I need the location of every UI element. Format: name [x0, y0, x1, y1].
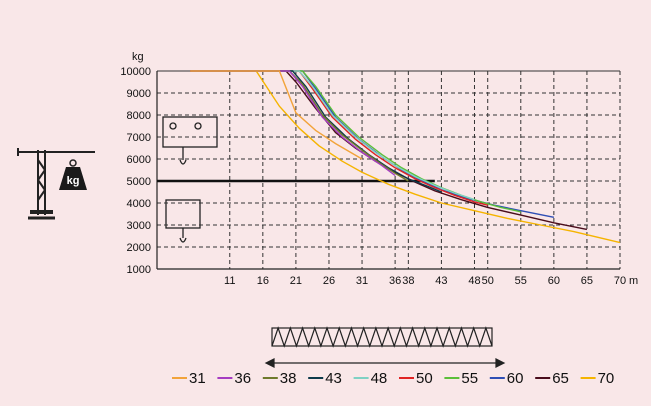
jib-truss-icon [266, 328, 504, 367]
legend-label-38: 38 [280, 370, 297, 387]
x-tick-label: 48 [468, 275, 480, 287]
y-tick-label: 4000 [127, 198, 151, 210]
legend-label-55: 55 [461, 370, 478, 387]
legend-label-43: 43 [325, 370, 342, 387]
legend-label-36: 36 [234, 370, 251, 387]
legend-label-65: 65 [552, 370, 569, 387]
y-tick-label: 3000 [127, 220, 151, 232]
x-tick-label: 55 [515, 275, 527, 287]
x-tick-label: 65 [581, 275, 593, 287]
x-tick-labels: 11 16 21 26 31 36 38 43 48 50 55 60 65 70 [224, 275, 626, 287]
x-tick-label: 70 [614, 275, 626, 287]
y-axis-label: kg [132, 51, 144, 63]
y-tick-label: 10000 [120, 66, 151, 78]
series-line-65 [190, 71, 587, 229]
legend-label-60: 60 [507, 370, 524, 387]
single-trolley-icon [166, 200, 200, 242]
legend-label-70: 70 [598, 370, 615, 387]
weight-kg-icon: kg [59, 160, 87, 190]
y-tick-label: 2000 [127, 242, 151, 254]
series-line-36 [190, 71, 395, 176]
chart-legend: 31 36 38 43 48 50 55 60 65 70 [172, 370, 614, 387]
legend-label-31: 31 [189, 370, 206, 387]
chart-series [190, 71, 620, 243]
series-line-50 [190, 71, 488, 205]
y-tick-label: 8000 [127, 110, 151, 122]
svg-text:kg: kg [67, 175, 80, 187]
y-tick-label: 6000 [127, 154, 151, 166]
y-tick-label: 7000 [127, 132, 151, 144]
series-line-55 [190, 71, 521, 212]
x-axis-unit: m [629, 275, 638, 287]
x-tick-label: 31 [356, 275, 368, 287]
x-tick-label: 50 [482, 275, 494, 287]
legend-label-48: 48 [371, 370, 388, 387]
x-tick-label: 11 [224, 275, 235, 287]
x-tick-label: 38 [402, 275, 414, 287]
x-tick-label: 16 [257, 275, 269, 287]
y-tick-label: 1000 [127, 264, 151, 276]
x-tick-label: 21 [290, 275, 302, 287]
x-tick-label: 36 [389, 275, 401, 287]
x-tick-label: 43 [435, 275, 447, 287]
double-trolley-icon [163, 117, 217, 164]
series-line-70 [190, 71, 620, 243]
x-tick-label: 26 [323, 275, 335, 287]
y-tick-label: 5000 [127, 176, 151, 188]
legend-label-50: 50 [416, 370, 433, 387]
y-tick-label: 9000 [127, 88, 151, 100]
x-tick-label: 60 [548, 275, 560, 287]
y-tick-labels: 1000 2000 3000 4000 5000 6000 7000 8000 9000 1000… [120, 66, 151, 276]
